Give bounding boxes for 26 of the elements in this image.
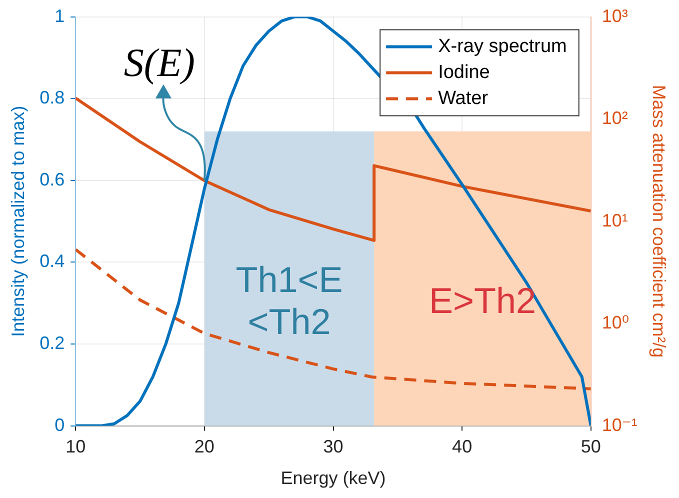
y-axis-title: Intensity (normalized to max) (8, 106, 28, 337)
y2-tick-label: 10² (602, 108, 628, 128)
x-tick-label: 40 (452, 436, 472, 457)
y-tick-label: 0.4 (40, 251, 65, 272)
y-tick-label: 0 (54, 414, 65, 435)
x-tick-label: 30 (323, 436, 344, 457)
y-tick-label: 0.6 (40, 169, 65, 190)
x-axis-title: Energy (keV) (280, 468, 386, 488)
legend-label: Iodine (438, 62, 490, 84)
band-label: Th1<E <Th2 (236, 259, 343, 342)
y2-tick-label: 10¹ (602, 210, 628, 230)
x-tick-label: 50 (580, 436, 601, 457)
y-tick-label: 0.2 (40, 332, 65, 353)
y2-axis-title: Mass attenuation coefficient cm²/g (649, 84, 670, 358)
band-label: E>Th2 (428, 280, 536, 322)
y-tick-label: 0.8 (40, 88, 65, 108)
line-series (76, 248, 591, 390)
x-tick-label: 20 (194, 436, 214, 457)
y-tick-label: 1 (54, 6, 65, 26)
x-tick-label: 10 (66, 436, 86, 457)
annotation: S(E) (124, 40, 195, 85)
y2-tick-label: 10⁻¹ (602, 414, 638, 435)
y2-tick-label: 10⁰ (602, 312, 630, 333)
y2-tick-label: 10³ (602, 6, 628, 26)
legend-label: Water (438, 88, 489, 110)
legend-label: X-ray spectrum (438, 36, 567, 58)
